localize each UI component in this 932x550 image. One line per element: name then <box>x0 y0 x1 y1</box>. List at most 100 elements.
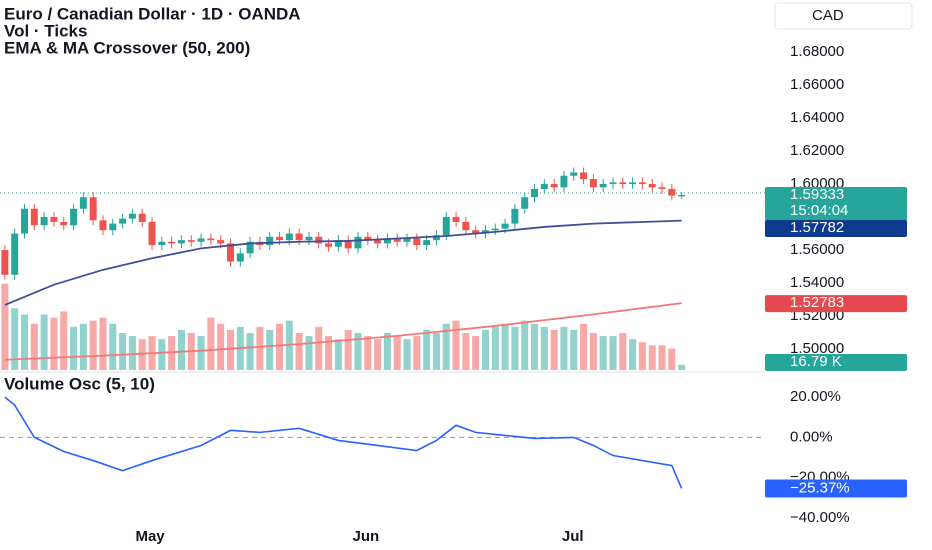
currency-button[interactable] <box>774 2 913 30</box>
volume-bar <box>79 323 87 370</box>
volume-bar <box>30 323 38 370</box>
volume-bar <box>550 329 558 370</box>
candle-body <box>21 208 29 234</box>
candle-body <box>531 188 539 198</box>
candle-body <box>89 197 97 221</box>
volume-value-box <box>765 354 907 371</box>
volume-bar <box>658 345 666 370</box>
volume-value: 16.79 K <box>790 353 842 370</box>
candle-body <box>217 240 225 244</box>
candle-body <box>550 184 558 188</box>
volume-bar <box>158 339 166 370</box>
volume-bar <box>266 329 274 370</box>
candle-body <box>638 182 646 185</box>
volume-bar <box>452 320 460 370</box>
candle-body <box>580 172 588 180</box>
volume-bar <box>472 336 480 370</box>
volume-bar <box>383 333 391 370</box>
candle-body <box>305 236 313 241</box>
candle-body <box>70 208 78 226</box>
candle-body <box>119 218 127 224</box>
candle-body <box>472 230 480 234</box>
currency[interactable]: CAD <box>812 7 844 24</box>
volume-bar <box>589 333 597 370</box>
candle-body <box>452 217 460 222</box>
volume-bar <box>619 333 627 370</box>
volume-bar <box>109 323 117 370</box>
volume-bar <box>315 326 323 370</box>
candle-body <box>570 172 578 176</box>
candle-body <box>187 240 195 242</box>
volume-bar <box>511 326 519 370</box>
volume-bar <box>21 314 29 370</box>
candle-body <box>276 236 284 241</box>
symbol-title: Euro / Canadian Dollar · 1D · OANDA <box>4 4 301 23</box>
volume-bar <box>207 317 215 370</box>
y-tick-label: 1.68000 <box>790 43 844 60</box>
volume-bar <box>648 345 656 370</box>
volume-bar <box>99 317 107 370</box>
volume-title: Vol · Ticks <box>4 21 87 40</box>
volume-bar <box>481 329 489 370</box>
ma-value: 1.52783 <box>790 294 844 311</box>
y-tick-label: 1.64000 <box>790 109 844 126</box>
candle-body <box>50 217 58 222</box>
candle-body <box>60 221 68 226</box>
candle-body <box>374 240 382 244</box>
volume-bar <box>325 336 333 370</box>
volume-bar <box>344 329 352 370</box>
candle-body <box>1 250 9 275</box>
volume-bar <box>423 329 431 370</box>
y-tick-label: 1.56000 <box>790 241 844 258</box>
volume-bar <box>226 329 234 370</box>
volume-bar <box>432 333 440 370</box>
candle-body <box>30 208 38 226</box>
volume-bar <box>364 336 372 370</box>
osc-value-box <box>765 479 907 498</box>
volume-bar <box>197 336 205 370</box>
candle-body <box>383 238 391 244</box>
volume-bar <box>354 333 362 370</box>
x-tick-label: Jun <box>352 528 379 545</box>
y-tick-label: 1.66000 <box>790 76 844 93</box>
volume-bar <box>678 364 686 370</box>
osc-title: Volume Osc (5, 10) <box>4 374 155 393</box>
volume-bar <box>276 323 284 370</box>
volume-bar <box>462 333 470 370</box>
ma-line <box>4 219 682 306</box>
volume-bar <box>403 339 411 370</box>
candle-body <box>432 235 440 241</box>
volume-bar <box>501 323 509 370</box>
volume-bar <box>374 339 382 370</box>
candle-body <box>678 195 686 197</box>
volume-bar <box>217 323 225 370</box>
candle-body <box>442 217 450 236</box>
volume-bar <box>599 336 607 370</box>
candle-body <box>344 240 352 249</box>
volume-bar <box>89 320 97 370</box>
candle-body <box>491 228 499 231</box>
candle-body <box>246 241 254 254</box>
y-tick-label: −40.00% <box>790 509 850 526</box>
osc-value: −25.37% <box>790 479 850 496</box>
candle-body <box>11 233 19 275</box>
y-tick-label: 0.00% <box>790 428 833 445</box>
indicator-title: EMA & MA Crossover (50, 200) <box>4 38 250 57</box>
volume-bar <box>40 314 48 370</box>
volume-bar <box>668 348 676 370</box>
candle-body <box>325 243 333 247</box>
candle-body <box>236 253 244 262</box>
candle-body <box>109 223 117 231</box>
candle-body <box>79 197 87 209</box>
candle-body <box>462 221 470 231</box>
ma-value-box <box>765 295 907 313</box>
candle-body <box>266 236 274 246</box>
candle-body <box>158 241 166 246</box>
volume-bar <box>442 323 450 370</box>
volume-bar <box>540 326 548 370</box>
candle-body <box>668 188 676 196</box>
volume-bar <box>521 320 529 370</box>
countdown: 15:04:04 <box>790 202 848 219</box>
candle-body <box>619 182 627 185</box>
